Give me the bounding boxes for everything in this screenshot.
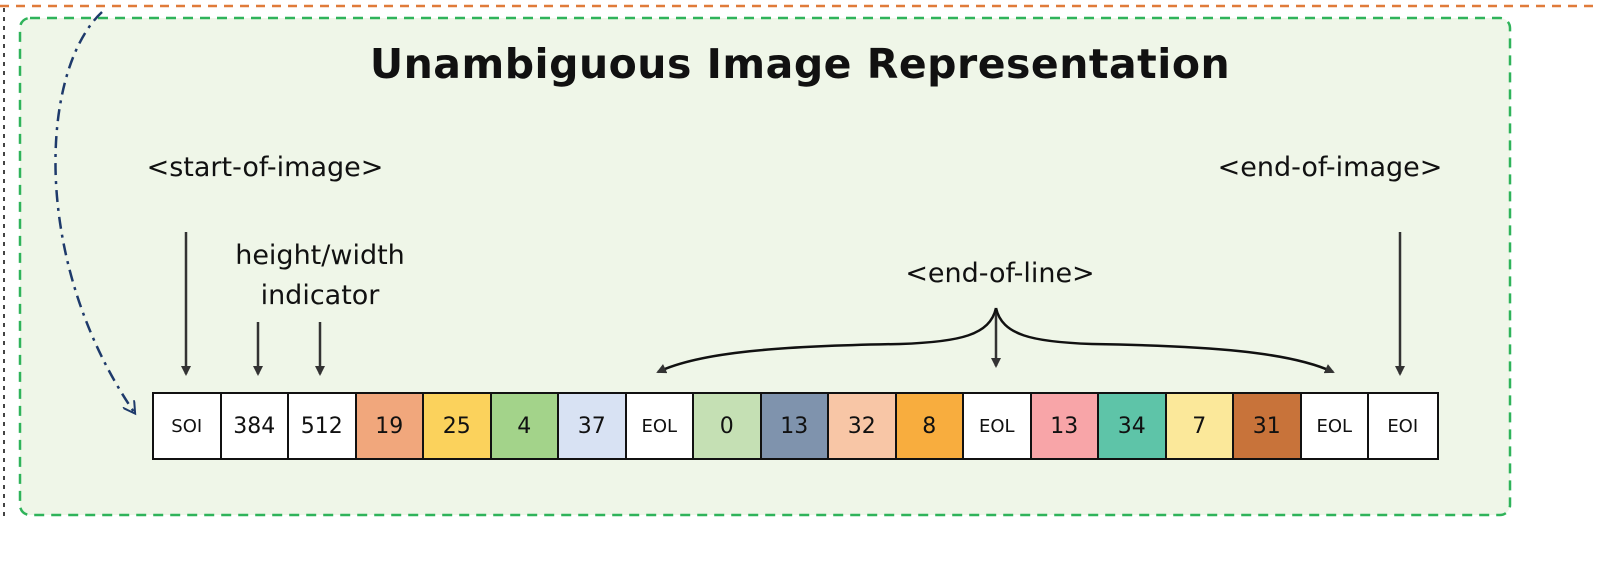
end-of-line-label: <end-of-line>	[905, 258, 1095, 289]
token-cell: EOL	[626, 394, 694, 458]
token-cell: EOL	[964, 394, 1032, 458]
token-cell: 0	[694, 394, 762, 458]
token-cell: 25	[424, 394, 492, 458]
token-cell: 31	[1234, 394, 1302, 458]
token-cell: 8	[896, 394, 964, 458]
token-cell: 34	[1099, 394, 1167, 458]
token-cell: 512	[289, 394, 357, 458]
height-width-indicator-label: height/width indicator	[235, 240, 405, 311]
incoming-curved-arrow	[54, 11, 134, 412]
panel-background	[18, 16, 1512, 517]
token-cell: 32	[829, 394, 897, 458]
token-cell: 4	[491, 394, 559, 458]
end-of-image-label: <end-of-image>	[1217, 152, 1443, 183]
token-cell: EOI	[1369, 394, 1437, 458]
token-cell: 19	[356, 394, 424, 458]
token-cell: 13	[1031, 394, 1099, 458]
eol-right-brace-arrow	[994, 307, 1335, 374]
token-cell: EOL	[1301, 394, 1369, 458]
token-cell: 13	[761, 394, 829, 458]
diagram-title: Unambiguous Image Representation	[369, 40, 1231, 88]
token-sequence: SOI 384 512 19 25 4 37 EOL 0 13 32 8 EOL 13 34 7 31 EOL EO…	[152, 392, 1439, 460]
token-cell: 37	[559, 394, 627, 458]
eol-left-brace-arrow	[656, 307, 998, 374]
token-cell: 7	[1166, 394, 1234, 458]
token-cell: SOI	[154, 394, 222, 458]
start-of-image-label: <start-of-image>	[146, 152, 384, 183]
token-cell: 384	[221, 394, 289, 458]
